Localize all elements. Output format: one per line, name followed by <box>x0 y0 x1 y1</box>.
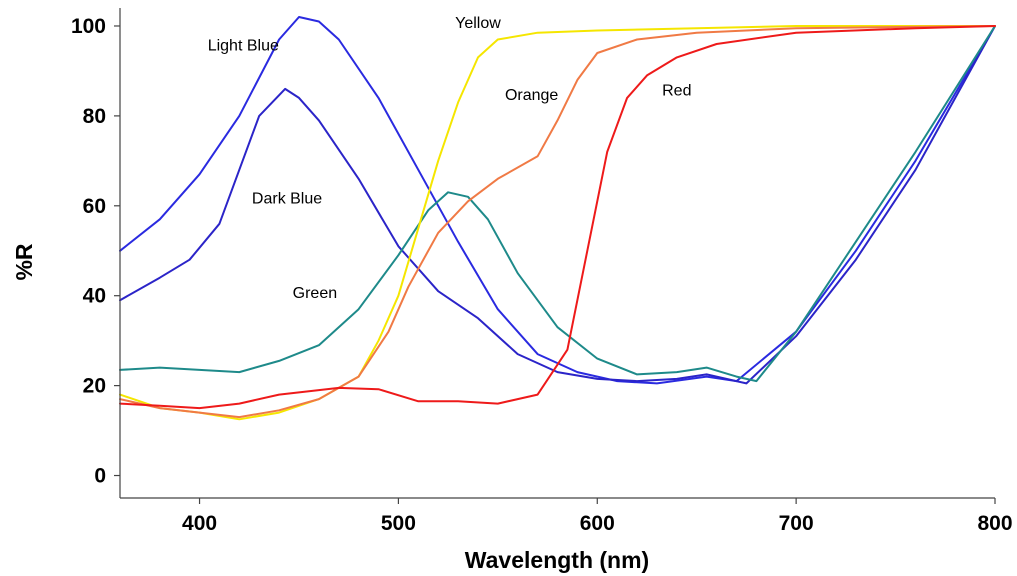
y-axis-title: %R <box>11 243 37 280</box>
tick-labels: 0 20 40 60 80 100 400 500 600 700 800 <box>71 15 1013 535</box>
x-tick-label: 700 <box>779 512 814 535</box>
series-line-orange <box>119 25 996 419</box>
series-label-light-blue: Light Blue <box>208 38 279 55</box>
series-line-dark-blue <box>119 25 996 385</box>
series-label-yellow: Yellow <box>455 15 501 32</box>
series-label-dark-blue: Dark Blue <box>252 191 322 208</box>
series-layer <box>119 16 996 421</box>
series-label-orange: Orange <box>505 87 558 104</box>
series-line-green <box>119 25 996 383</box>
series-line-light-blue <box>119 16 996 385</box>
axes <box>119 8 995 499</box>
series-labels: Light Blue Dark Blue Green Yellow Orange Red <box>208 15 692 302</box>
series-label-red: Red <box>662 83 691 100</box>
y-tick-label: 100 <box>71 15 106 38</box>
y-tick-label: 40 <box>83 285 106 308</box>
y-tick-label: 60 <box>83 195 106 218</box>
x-tick-label: 500 <box>381 512 416 535</box>
y-tick-label: 20 <box>83 375 106 398</box>
series-label-green: Green <box>293 285 337 302</box>
series-line-red <box>119 25 996 410</box>
x-axis-title: Wavelength (nm) <box>465 547 649 573</box>
x-tick-label: 800 <box>977 512 1012 535</box>
x-tick-label: 400 <box>182 512 217 535</box>
y-tick-label: 80 <box>83 105 106 128</box>
series-line-yellow <box>119 25 996 421</box>
y-tick-label: 0 <box>94 465 106 488</box>
x-tick-label: 600 <box>580 512 615 535</box>
tick-marks <box>114 25 996 504</box>
